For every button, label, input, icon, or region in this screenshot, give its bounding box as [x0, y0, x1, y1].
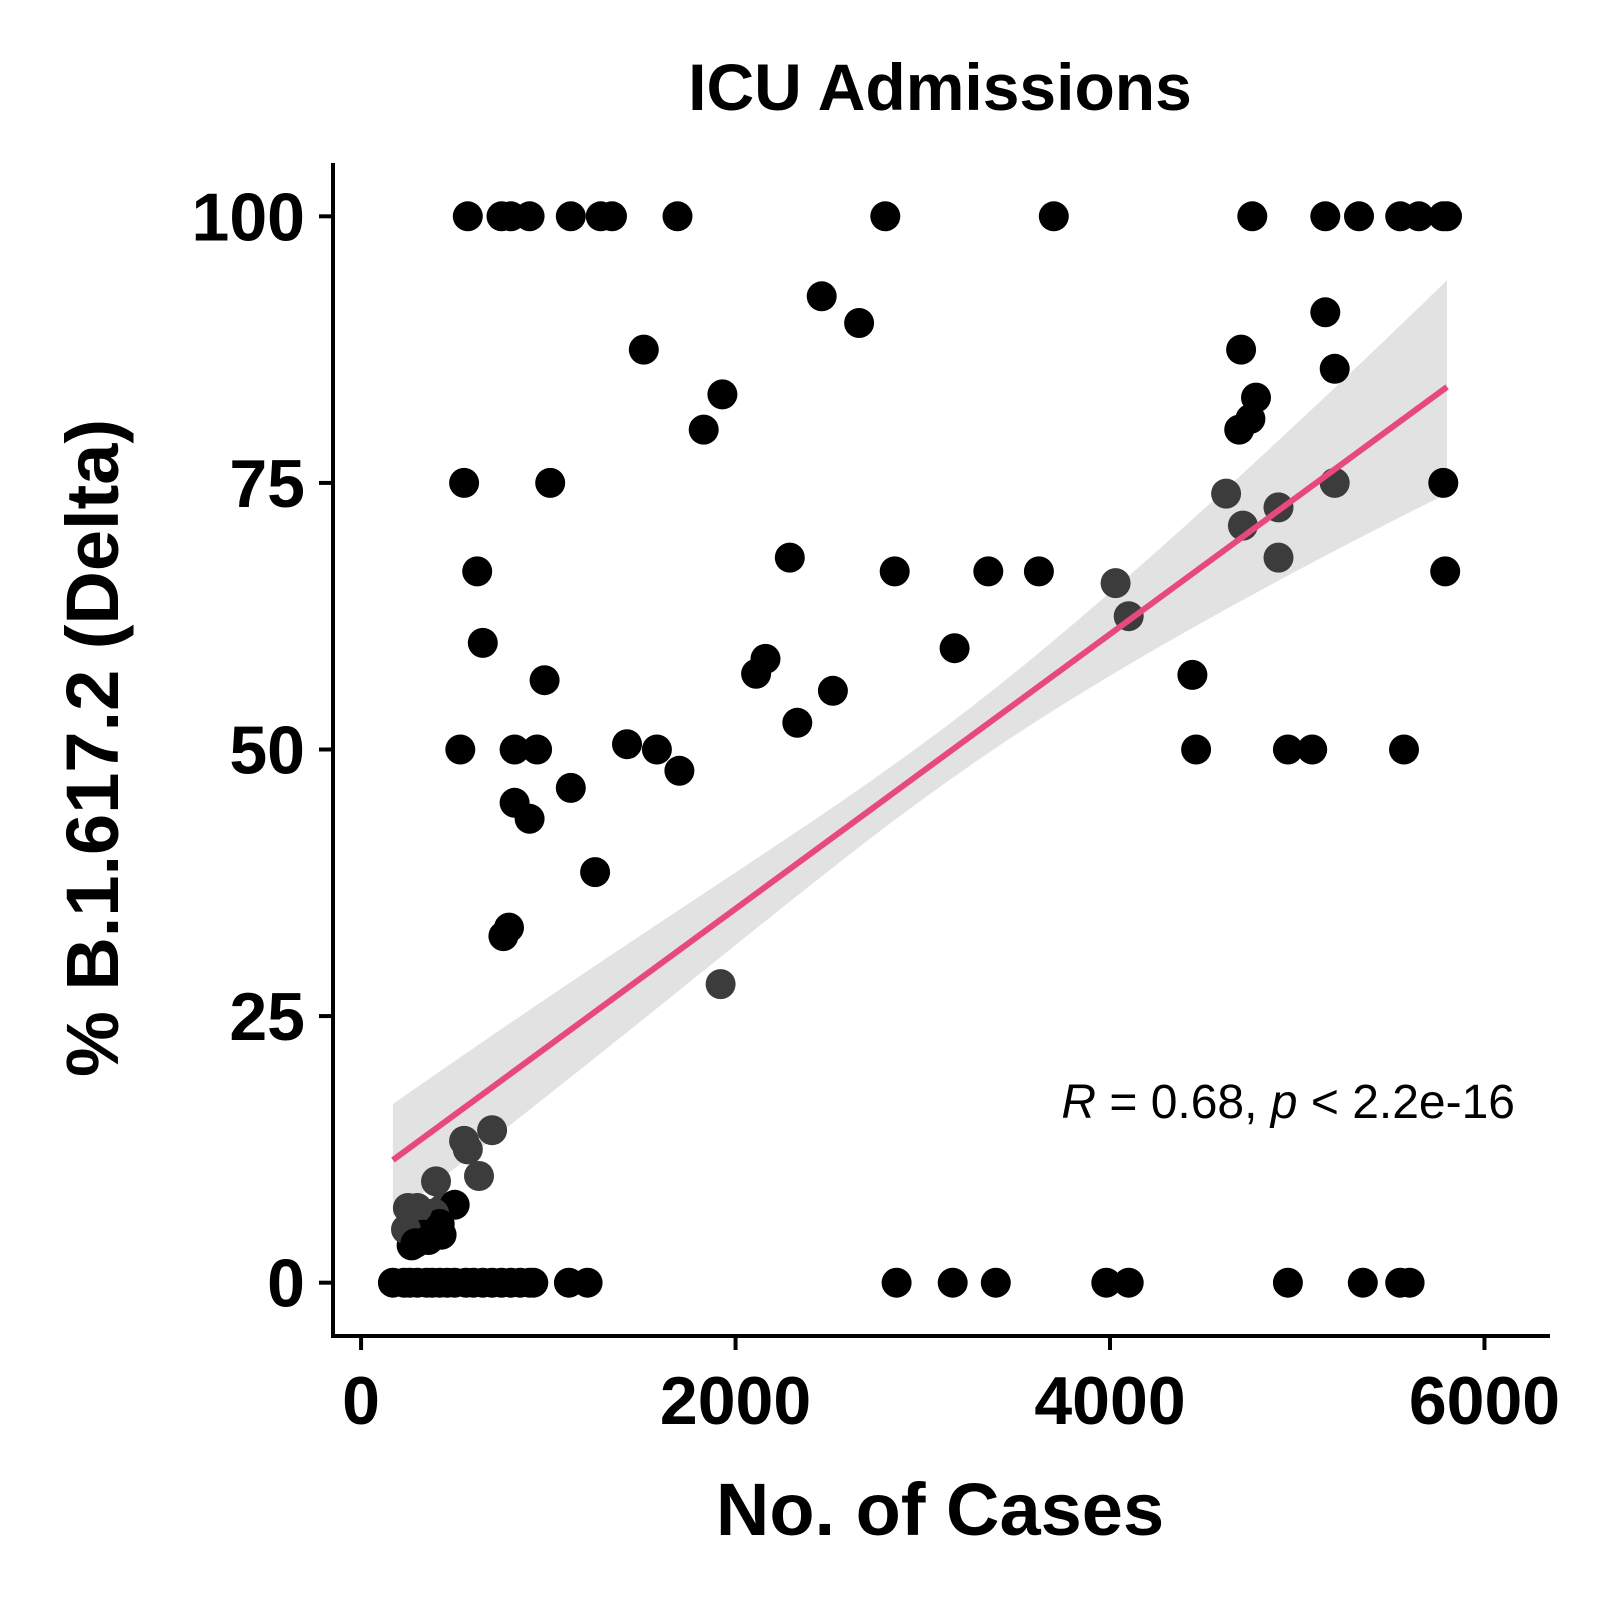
data-point — [628, 334, 659, 365]
data-point — [1297, 734, 1328, 765]
data-point — [937, 1267, 968, 1298]
data-point — [514, 803, 545, 834]
data-point — [445, 734, 476, 765]
data-point — [426, 1219, 457, 1250]
y-tick-label: 0 — [267, 1246, 305, 1322]
fit-line-layer — [391, 384, 1449, 1163]
data-point — [1263, 542, 1294, 573]
data-point — [449, 467, 480, 498]
points-layer — [377, 201, 1462, 1298]
x-ticks: 0 2000 4000 6000 — [342, 1336, 1560, 1439]
data-point — [1100, 568, 1131, 599]
data-point — [879, 556, 910, 587]
data-point — [529, 665, 560, 696]
data-point — [612, 729, 642, 760]
data-point — [1177, 659, 1208, 690]
data-point — [688, 414, 719, 445]
data-point — [555, 201, 586, 232]
correlation-annotation: R = 0.68, p < 2.2e-16 — [1061, 1076, 1515, 1129]
data-point — [1428, 467, 1459, 498]
data-point — [580, 857, 611, 888]
data-point — [980, 1267, 1011, 1298]
y-tick-label: 75 — [229, 446, 305, 522]
data-point — [1211, 478, 1242, 509]
data-point — [1181, 734, 1212, 765]
data-point — [664, 755, 695, 786]
r-value-text: = 0.68, — [1096, 1076, 1271, 1129]
data-point — [1389, 734, 1419, 765]
data-point — [774, 542, 805, 573]
data-point — [1310, 201, 1341, 232]
data-point — [750, 643, 781, 674]
data-point — [1430, 556, 1461, 587]
r-symbol: R — [1061, 1076, 1096, 1129]
data-point — [870, 201, 901, 232]
data-point — [1310, 297, 1341, 328]
data-point — [1272, 734, 1303, 765]
data-point — [881, 1267, 912, 1298]
data-point — [844, 308, 875, 338]
x-axis-label: No. of Cases — [716, 1468, 1164, 1551]
data-point — [806, 281, 837, 312]
x-tick-label: 4000 — [1034, 1363, 1185, 1439]
data-point — [464, 1161, 494, 1191]
data-point — [535, 467, 566, 498]
chart-title: ICU Admissions — [688, 50, 1192, 124]
y-tick-label: 50 — [229, 713, 305, 789]
regression-line — [391, 384, 1449, 1163]
data-point — [1403, 201, 1434, 232]
data-point — [1091, 1267, 1122, 1298]
data-point — [522, 734, 553, 765]
data-point — [1023, 556, 1054, 587]
data-point — [518, 1267, 549, 1298]
data-point — [421, 1166, 451, 1197]
data-point — [467, 627, 498, 658]
data-point — [1113, 1267, 1144, 1298]
data-point — [462, 556, 493, 587]
data-point — [1344, 201, 1374, 232]
data-point — [555, 772, 586, 803]
data-point — [597, 201, 627, 232]
data-point — [1226, 334, 1257, 365]
data-point — [452, 201, 483, 232]
data-point — [1038, 201, 1069, 232]
y-ticks: 0 25 50 75 100 — [192, 179, 333, 1322]
data-point — [641, 734, 672, 765]
data-point — [973, 556, 1004, 587]
data-point — [499, 734, 530, 765]
data-point — [477, 1115, 508, 1146]
data-point — [707, 379, 738, 410]
data-point — [939, 633, 970, 664]
data-point — [514, 201, 545, 232]
y-tick-label: 25 — [229, 979, 305, 1055]
data-point — [1319, 353, 1350, 384]
confidence-band-layer — [392, 280, 1447, 1216]
x-tick-label: 0 — [342, 1363, 380, 1439]
data-point — [817, 675, 848, 706]
confidence-band — [392, 280, 1447, 1216]
data-point — [1394, 1267, 1425, 1298]
data-point — [1347, 1267, 1378, 1298]
data-point — [572, 1267, 603, 1298]
x-tick-label: 6000 — [1409, 1363, 1560, 1439]
data-point — [705, 969, 736, 1000]
y-axis-label: % B.1.617.2 (Delta) — [51, 419, 134, 1077]
data-point — [1237, 201, 1268, 232]
data-point — [1432, 201, 1462, 232]
data-point — [662, 201, 693, 232]
y-tick-label: 100 — [192, 179, 305, 255]
p-value-text: < 2.2e-16 — [1298, 1076, 1516, 1129]
data-point — [452, 1134, 483, 1165]
data-point — [782, 707, 813, 738]
data-point — [1272, 1267, 1303, 1298]
data-point — [488, 921, 519, 952]
p-symbol: p — [1269, 1076, 1298, 1129]
x-tick-label: 2000 — [660, 1363, 811, 1439]
data-point — [1241, 382, 1271, 413]
